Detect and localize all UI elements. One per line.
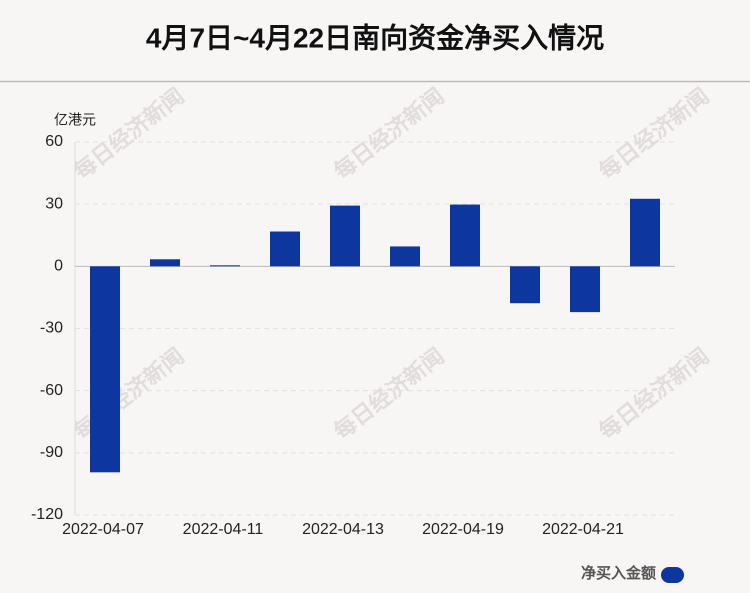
y-tick-label: 30 bbox=[45, 195, 63, 212]
chart-title: 4月7日~4月22日南向资金净买入情况 bbox=[146, 21, 604, 53]
y-tick-label: -90 bbox=[40, 444, 63, 461]
y-tick-label: 60 bbox=[45, 133, 63, 150]
y-unit: 亿港元 bbox=[54, 112, 96, 128]
bar bbox=[450, 204, 480, 267]
y-tick-label: 0 bbox=[54, 258, 63, 275]
bar bbox=[270, 231, 300, 267]
x-tick-label: 2022-04-13 bbox=[302, 521, 384, 538]
bar bbox=[570, 266, 600, 313]
x-tick-label: 2022-04-11 bbox=[183, 521, 264, 538]
bar bbox=[210, 265, 240, 267]
bar bbox=[330, 205, 360, 267]
legend-label: 净买入金额 bbox=[581, 564, 656, 582]
bar bbox=[90, 266, 120, 473]
bar bbox=[510, 266, 540, 304]
bar bbox=[630, 198, 660, 267]
x-tick-label: 2022-04-21 bbox=[542, 521, 624, 538]
bar bbox=[150, 259, 180, 267]
x-tick-label: 2022-04-07 bbox=[62, 521, 144, 538]
y-tick-label: -30 bbox=[40, 320, 63, 337]
y-tick-label: -60 bbox=[40, 382, 63, 399]
bar bbox=[390, 246, 420, 267]
legend-swatch bbox=[661, 567, 684, 583]
y-tick-label: -120 bbox=[31, 506, 63, 523]
x-tick-label: 2022-04-19 bbox=[422, 521, 504, 538]
